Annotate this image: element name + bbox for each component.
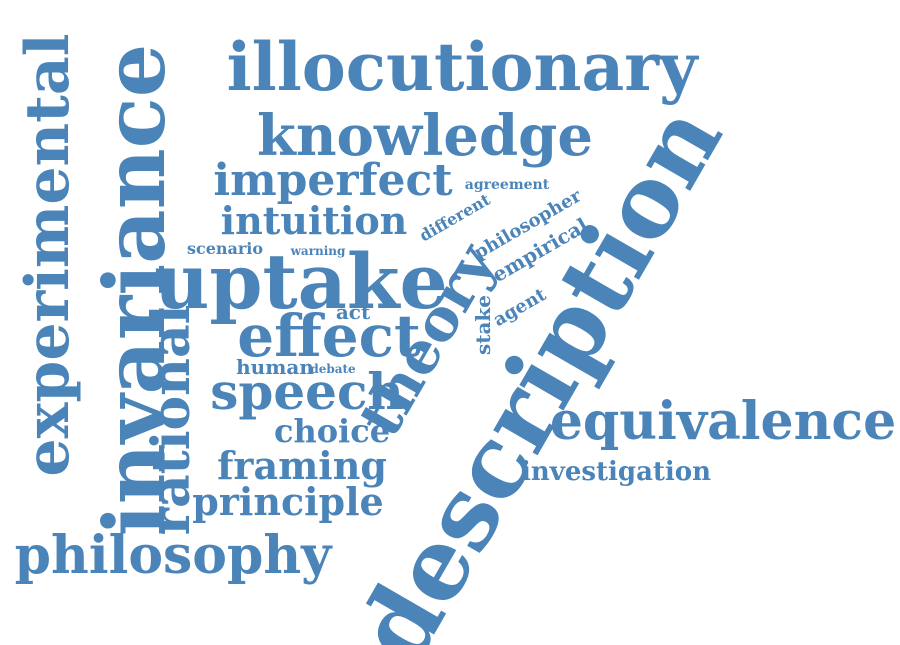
- word-investigation: investigation: [520, 457, 712, 487]
- word-debate: debate: [310, 362, 356, 376]
- word-knowledge: knowledge: [257, 103, 593, 169]
- word-principle: principle: [192, 479, 384, 524]
- word-act: act: [335, 300, 371, 324]
- word-intuition: intuition: [220, 198, 408, 243]
- word-scenario: scenario: [186, 239, 264, 258]
- word-choice: choice: [273, 412, 391, 450]
- word-human: human: [236, 355, 314, 379]
- word-agreement: agreement: [464, 177, 550, 193]
- word-effect: effect: [237, 302, 421, 370]
- word-experimental: experimental: [13, 33, 83, 477]
- word-uptake: uptake: [154, 237, 448, 326]
- word-imperfect: imperfect: [213, 155, 453, 206]
- word-philosophy: philosophy: [14, 525, 332, 586]
- word-equivalence: equivalence: [549, 391, 897, 452]
- word-warning: warning: [290, 244, 346, 258]
- word-speech: speech: [210, 362, 404, 421]
- word-framing: framing: [217, 443, 387, 488]
- word-illocutionary: illocutionary: [226, 28, 698, 106]
- word-rational: rational: [141, 304, 202, 536]
